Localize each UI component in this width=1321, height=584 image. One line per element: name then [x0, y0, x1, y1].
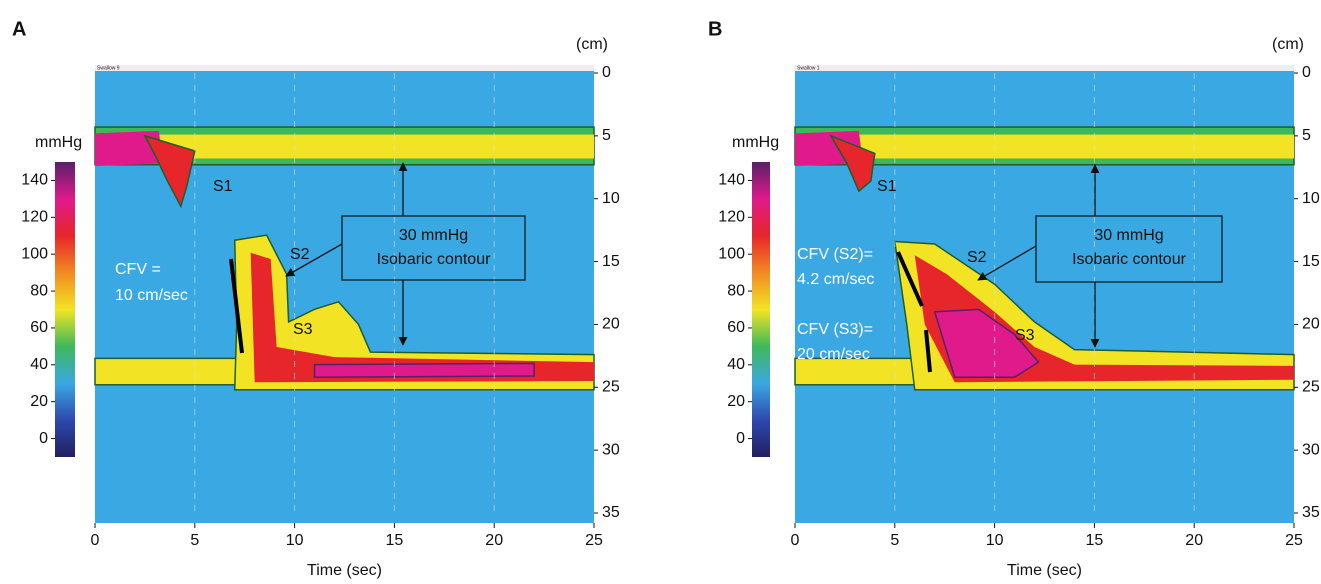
y-tick-label: 5	[602, 127, 611, 144]
colorbar-tick-label: 100	[718, 245, 745, 262]
colorbar-tick-label: 140	[21, 172, 48, 189]
x-tick-label: 10	[286, 532, 304, 549]
y-tick-label: 10	[1302, 190, 1320, 207]
cfv-label: CFV (S2)=	[797, 246, 873, 263]
colorbar	[55, 162, 75, 457]
annotation-text: 30 mmHg	[1094, 227, 1163, 244]
colorbar-tick-label: 120	[718, 209, 745, 226]
segment-label: S2	[290, 246, 310, 263]
wave-peak	[313, 362, 535, 378]
cfv-line	[924, 329, 932, 373]
les-band	[94, 357, 246, 386]
colorbar-tick-label: 60	[727, 319, 745, 336]
y-tick-label: 35	[602, 504, 620, 521]
stomach-zone	[795, 387, 1294, 523]
x-tick-label: 25	[1285, 532, 1303, 549]
x-tick-label: 0	[791, 532, 800, 549]
x-tick-label: 15	[386, 532, 404, 549]
x-tick-label: 5	[190, 532, 199, 549]
colorbar	[752, 162, 770, 457]
colorbar-tick-label: 0	[39, 430, 48, 447]
ues-core	[95, 134, 594, 159]
x-axis-title: Time (sec)	[307, 562, 382, 579]
colorbar-tick-label: 20	[727, 393, 745, 410]
x-tick-label: 20	[1185, 532, 1203, 549]
annotation-box	[341, 215, 526, 281]
s1-contraction	[829, 134, 876, 193]
colorbar-tick-label: 100	[21, 245, 48, 262]
y-tick-label: 5	[1302, 127, 1311, 144]
cfv-line	[896, 251, 924, 307]
cfv-label: 4.2 cm/sec	[797, 271, 874, 288]
segment-label: S3	[293, 321, 313, 338]
segment-label: S1	[213, 178, 233, 195]
y-tick-label: 10	[602, 190, 620, 207]
segment-label: S1	[877, 178, 897, 195]
segment-label: S3	[1015, 327, 1035, 344]
colorbar-tick-label: 140	[718, 172, 745, 189]
y-axis-unit: (cm)	[576, 36, 608, 53]
segment-label: S2	[967, 249, 987, 266]
cfv-label: 10 cm/sec	[115, 287, 188, 304]
x-axis-title: Time (sec)	[1007, 562, 1082, 579]
annotation-text: Isobaric contour	[377, 251, 492, 268]
y-tick-label: 25	[1302, 379, 1320, 396]
stomach-zone	[95, 387, 594, 523]
y-tick-label: 20	[1302, 316, 1320, 333]
ues-core	[795, 134, 1294, 159]
annotation-text: 30 mmHg	[399, 227, 468, 244]
x-tick-label: 10	[986, 532, 1004, 549]
x-tick-label: 20	[485, 532, 503, 549]
annotation-box	[1035, 215, 1223, 283]
colorbar-tick-label: 80	[30, 282, 48, 299]
colorbar-label: mmHg	[35, 134, 82, 151]
wave-core	[250, 252, 595, 383]
annotation-text: Isobaric contour	[1072, 251, 1187, 268]
x-tick-label: 5	[890, 532, 899, 549]
panel-label: A	[12, 18, 26, 40]
y-tick-label: 0	[1302, 64, 1311, 81]
panel-label: B	[708, 18, 722, 40]
y-tick-label: 30	[602, 441, 620, 458]
colorbar-label: mmHg	[732, 134, 779, 151]
colorbar-tick-label: 0	[736, 430, 745, 447]
x-tick-label: 25	[585, 532, 603, 549]
colorbar-tick-label: 60	[30, 319, 48, 336]
header-text: Swallow 1	[797, 65, 820, 71]
y-tick-label: 30	[1302, 441, 1320, 458]
cfv-line	[229, 258, 244, 354]
header-bar	[795, 65, 1294, 71]
annotation-arrow	[977, 245, 1037, 281]
cfv-label: CFV (S3)=	[797, 321, 873, 338]
y-axis-unit: (cm)	[1272, 36, 1304, 53]
x-tick-label: 15	[1086, 532, 1104, 549]
y-tick-label: 0	[602, 64, 611, 81]
header-text: Swallow 9	[97, 65, 120, 71]
annotation-arrow	[285, 243, 343, 277]
cfv-label: 20 cm/sec	[797, 346, 870, 363]
colorbar-tick-label: 20	[30, 393, 48, 410]
colorbar-tick-label: 40	[30, 356, 48, 373]
wave-peak	[933, 308, 1040, 378]
colorbar-tick-label: 80	[727, 282, 745, 299]
cfv-label: CFV =	[115, 261, 161, 278]
y-tick-label: 20	[602, 316, 620, 333]
y-tick-label: 25	[602, 379, 620, 396]
y-tick-label: 35	[1302, 504, 1320, 521]
y-tick-label: 15	[602, 253, 620, 270]
y-tick-label: 15	[1302, 253, 1320, 270]
colorbar-tick-label: 120	[21, 209, 48, 226]
header-bar	[95, 65, 594, 71]
colorbar-tick-label: 40	[727, 356, 745, 373]
ues-peak	[95, 130, 163, 167]
transition-zone	[795, 167, 1294, 224]
x-tick-label: 0	[91, 532, 100, 549]
